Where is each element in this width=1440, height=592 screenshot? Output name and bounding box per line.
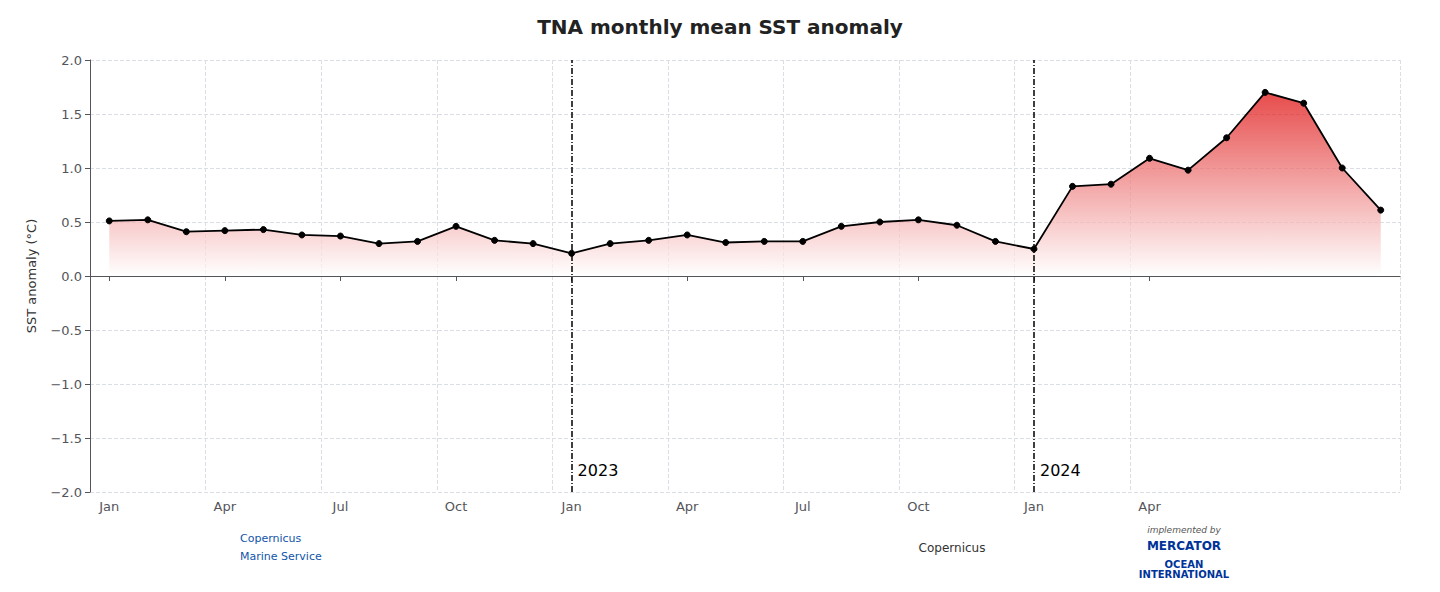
svg-text:Marine Service: Marine Service [240, 550, 322, 563]
svg-text:implemented by: implemented by [1147, 525, 1221, 535]
svg-text:2.0: 2.0 [61, 53, 82, 68]
svg-text:Apr: Apr [214, 499, 237, 514]
svg-text:Copernicus: Copernicus [240, 532, 302, 545]
svg-text:Copernicus: Copernicus [919, 541, 986, 555]
svg-text:−2.0: −2.0 [50, 485, 82, 500]
svg-text:Oct: Oct [907, 499, 929, 514]
svg-text:Apr: Apr [1138, 499, 1161, 514]
svg-text:−1.5: −1.5 [50, 431, 82, 446]
svg-text:0.0: 0.0 [61, 269, 82, 284]
svg-text:0.5: 0.5 [61, 215, 82, 230]
svg-text:−1.0: −1.0 [50, 377, 82, 392]
svg-text:Oct: Oct [445, 499, 467, 514]
svg-text:Jan: Jan [561, 499, 582, 514]
svg-text:Jan: Jan [1023, 499, 1044, 514]
svg-text:OCEAN: OCEAN [1164, 558, 1204, 570]
svg-text:TNA monthly mean SST anomaly: TNA monthly mean SST anomaly [537, 15, 903, 39]
svg-text:2024: 2024 [1040, 461, 1081, 480]
svg-text:1.5: 1.5 [61, 107, 82, 122]
svg-text:Jan: Jan [98, 499, 119, 514]
svg-text:SST anomaly (°C): SST anomaly (°C) [24, 219, 39, 334]
svg-text:Jul: Jul [794, 499, 811, 514]
svg-text:1.0: 1.0 [61, 161, 82, 176]
svg-text:−0.5: −0.5 [50, 323, 82, 338]
svg-text:2023: 2023 [578, 461, 619, 480]
svg-text:MERCATOR: MERCATOR [1147, 539, 1221, 553]
svg-text:Apr: Apr [676, 499, 699, 514]
svg-text:Jul: Jul [332, 499, 349, 514]
svg-text:INTERNATIONAL: INTERNATIONAL [1139, 569, 1230, 580]
